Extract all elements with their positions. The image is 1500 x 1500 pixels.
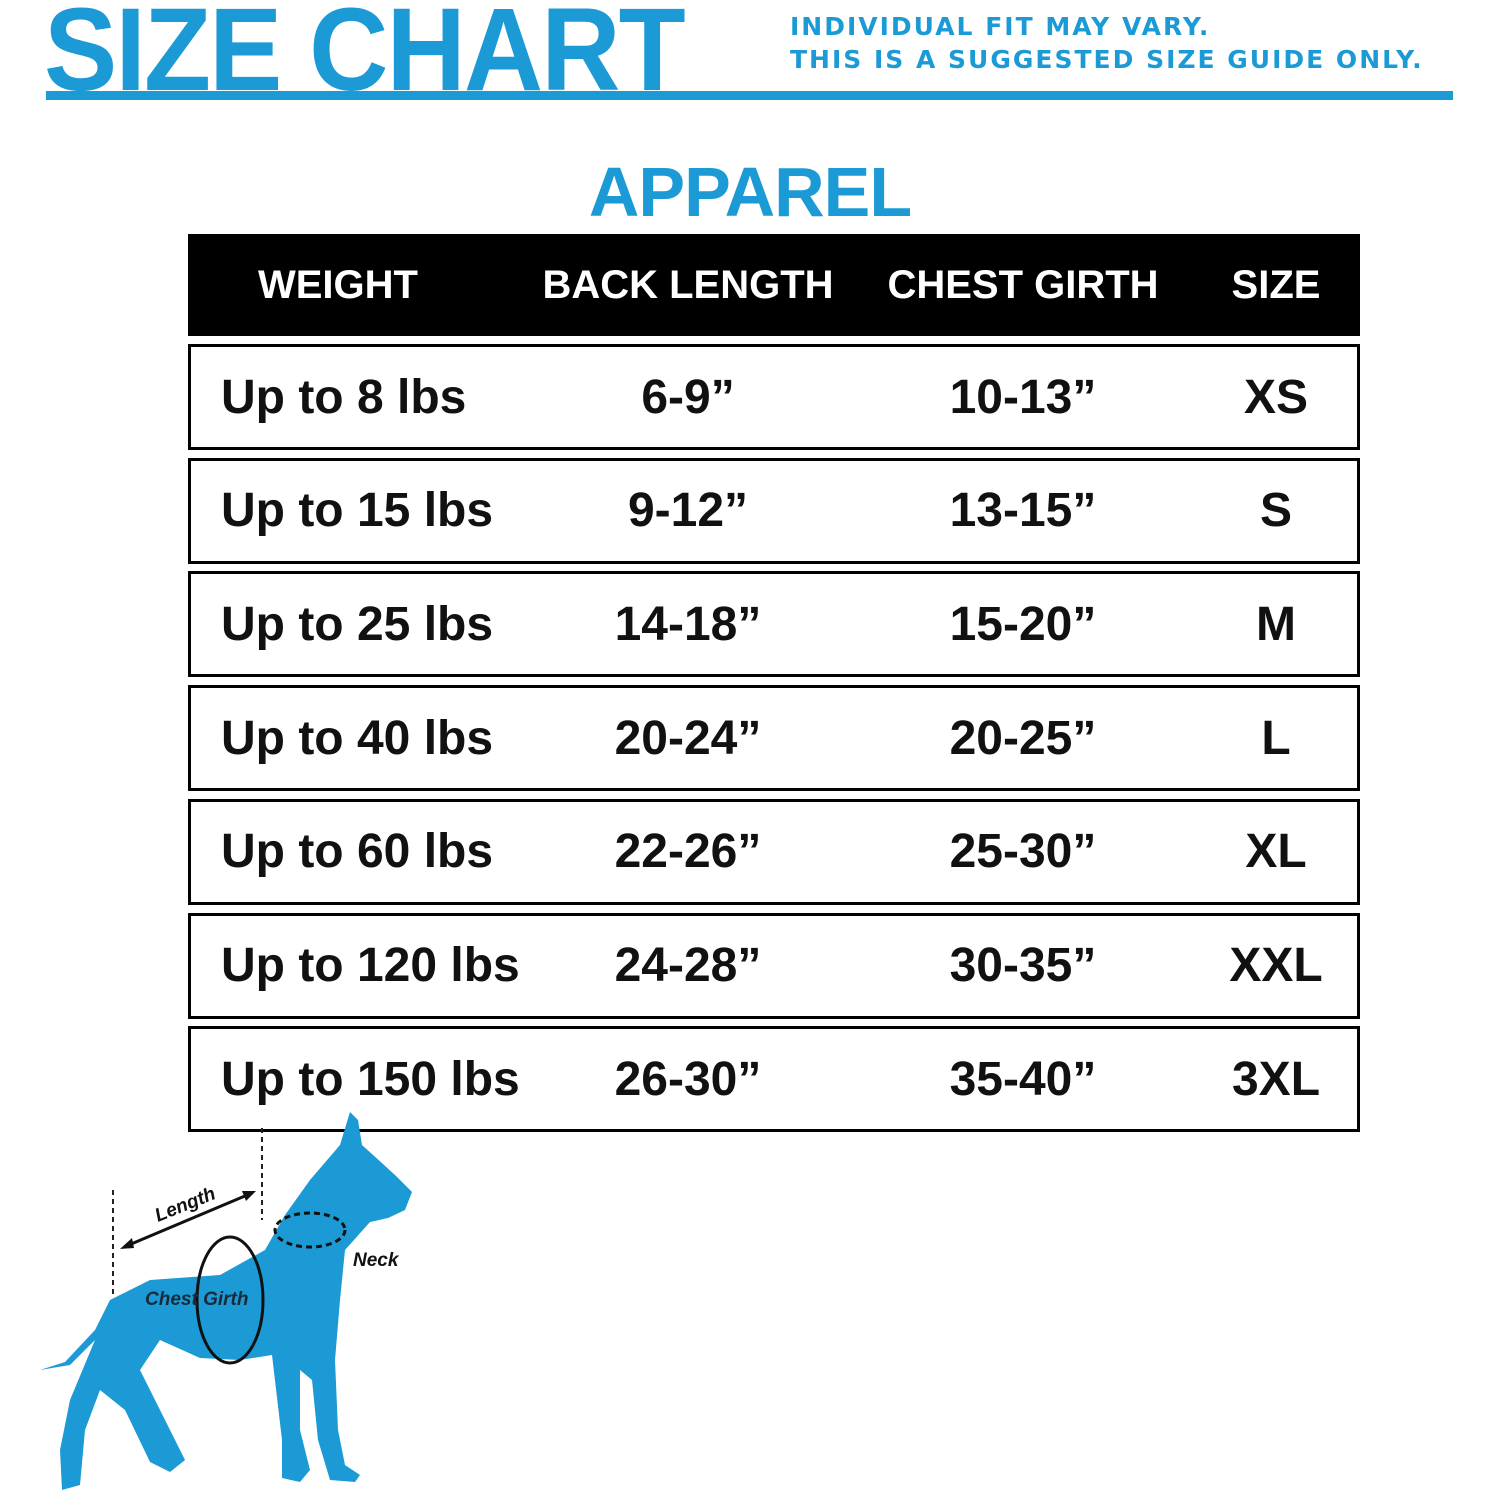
chest-girth-label: Chest Girth — [145, 1289, 248, 1310]
cell-back-length: 9-12” — [627, 484, 749, 538]
length-arrowhead-left — [120, 1238, 134, 1249]
table-row: Up to 25 lbs 14-18” 15-20” M — [188, 571, 1360, 678]
cell-weight: Up to 120 lbs — [221, 939, 520, 992]
table-row: Up to 150 lbs 26-30” 35-40” 3XL — [188, 1026, 1360, 1133]
cell-size: L — [1261, 711, 1291, 765]
fit-note: INDIVIDUAL FIT MAY VARY. — [790, 12, 1211, 41]
cell-chest-girth: 10-13” — [949, 370, 1097, 424]
cell-size: XXL — [1229, 939, 1323, 992]
column-header-back-length: BACK LENGTH — [542, 262, 834, 307]
cell-chest-girth: 15-20” — [949, 597, 1097, 651]
cell-weight: Up to 15 lbs — [221, 484, 494, 538]
cell-chest-girth: 30-35” — [949, 939, 1097, 992]
length-arrowhead-right — [242, 1191, 256, 1201]
title-underline — [46, 91, 1453, 100]
table-row: Up to 40 lbs 20-24” 20-25” L — [188, 685, 1360, 792]
neck-loop — [273, 1211, 347, 1249]
table-header: WEIGHT BACK LENGTH CHEST GIRTH SIZE — [188, 234, 1360, 336]
cell-size: S — [1259, 484, 1292, 538]
dog-measurement-diagram: Length Chest Girth Neck — [40, 1112, 412, 1490]
cell-size: M — [1256, 597, 1296, 651]
cell-back-length: 6-9” — [641, 370, 735, 424]
cell-chest-girth: 35-40” — [949, 1052, 1097, 1106]
table-row: Up to 60 lbs 22-26” 25-30” XL — [188, 798, 1360, 905]
cell-back-length: 26-30” — [614, 1052, 762, 1106]
cell-weight: Up to 8 lbs — [221, 370, 467, 424]
neck-label: Neck — [353, 1250, 400, 1271]
table-row: Up to 8 lbs 6-9” 10-13” XS — [188, 344, 1360, 450]
column-header-weight: WEIGHT — [258, 262, 418, 307]
chest-girth-loop — [195, 1235, 265, 1365]
length-arrow — [123, 1191, 253, 1249]
section-title: APPAREL — [588, 153, 912, 231]
cell-chest-girth: 20-25” — [949, 711, 1097, 765]
cell-chest-girth: 25-30” — [949, 825, 1097, 879]
cell-back-length: 24-28” — [614, 939, 762, 992]
cell-chest-girth: 13-15” — [949, 484, 1097, 538]
cell-weight: Up to 40 lbs — [221, 711, 494, 765]
cell-back-length: 14-18” — [614, 597, 762, 651]
cell-back-length: 22-26” — [614, 825, 762, 879]
cell-weight: Up to 25 lbs — [221, 597, 494, 651]
cell-size: 3XL — [1231, 1052, 1321, 1106]
table-row: Up to 15 lbs 9-12” 13-15” S — [188, 457, 1360, 564]
cell-weight: Up to 150 lbs — [221, 1052, 520, 1106]
dog-silhouette — [40, 1112, 412, 1490]
cell-weight: Up to 60 lbs — [221, 825, 494, 879]
cell-size: XS — [1243, 370, 1309, 424]
table-row: Up to 120 lbs 24-28” 30-35” XXL — [188, 912, 1360, 1019]
cell-back-length: 20-24” — [614, 711, 762, 765]
guide-note: THIS IS A SUGGESTED SIZE GUIDE ONLY. — [790, 45, 1424, 74]
column-header-size: SIZE — [1231, 262, 1321, 307]
cell-size: XL — [1245, 825, 1307, 879]
column-header-chest-girth: CHEST GIRTH — [887, 262, 1159, 307]
